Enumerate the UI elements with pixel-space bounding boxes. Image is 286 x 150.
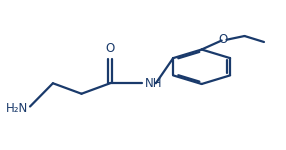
Text: H₂N: H₂N <box>6 102 28 114</box>
Text: O: O <box>219 33 228 46</box>
Text: NH: NH <box>144 77 162 90</box>
Text: O: O <box>106 42 115 56</box>
